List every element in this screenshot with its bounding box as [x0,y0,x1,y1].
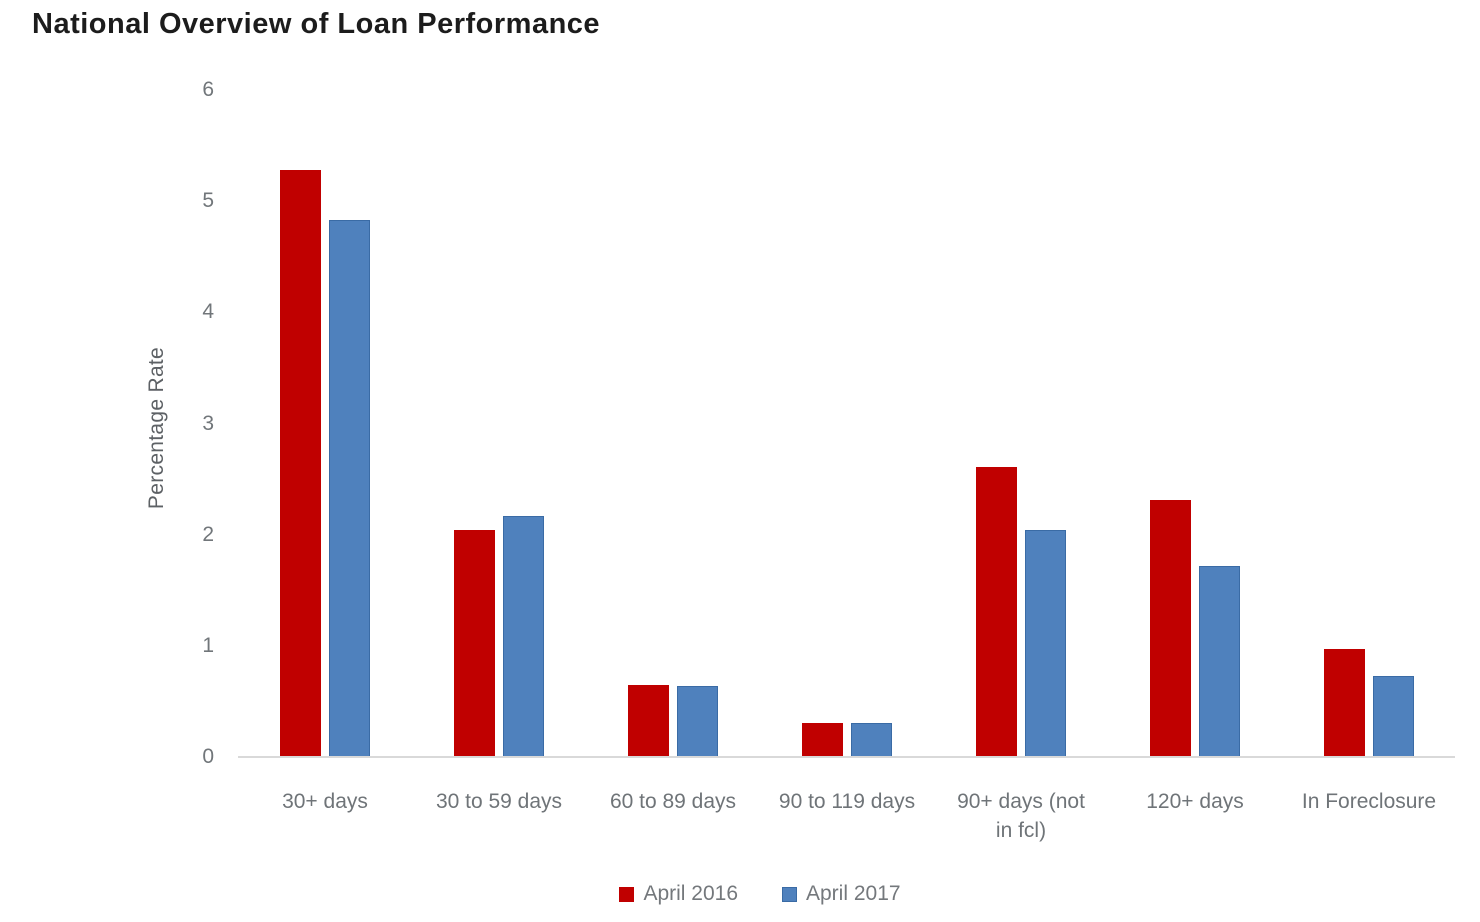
x-axis-category-label: 60 to 89 days [609,790,737,813]
bar-april-2016 [454,530,495,757]
bar-april-2017 [329,220,370,757]
x-axis-category-label: 30+ days [282,790,368,813]
bar-april-2016 [280,170,321,757]
x-axis-category-label: In Foreclosure [1301,790,1437,813]
bar-april-2016 [976,466,1017,757]
legend-label-april-2016: April 2016 [643,882,738,905]
bar-april-2017 [1199,565,1240,757]
y-axis-tick-label: 2 [202,522,214,546]
legend-item-april-2017: April 2017 [782,882,901,906]
bar-april-2016 [1150,500,1191,757]
x-axis-category-label: 90+ days (not in fcl) [957,790,1085,843]
y-axis-tick-label: 1 [202,633,214,657]
x-axis-category-label: 90 to 119 days [778,790,916,813]
y-axis-tick-label: 4 [202,300,214,324]
chart-title: National Overview of Loan Performance [32,8,601,40]
bar-april-2017 [503,515,544,757]
bar-april-2017 [1025,530,1066,757]
y-axis-tick-label: 5 [202,189,214,213]
x-axis-category-label: 30 to 59 days [435,790,563,813]
bar-april-2017 [1373,675,1414,757]
legend-item-april-2016: April 2016 [619,882,738,906]
bar-april-2016 [1324,649,1365,757]
y-axis-tick-label: 3 [202,411,214,435]
legend: April 2016 April 2017 [0,882,1480,906]
y-axis-tick-label: 6 [202,78,214,101]
bar-april-2017 [677,685,718,757]
legend-marker-april-2016 [619,886,635,902]
legend-marker-april-2017 [782,886,797,902]
y-axis-tick-label: 0 [202,745,214,768]
x-axis-line [238,756,1455,758]
bar-april-2016 [802,722,843,757]
x-axis-category-label: 120+ days [1146,790,1244,813]
bar-april-2016 [628,684,669,757]
bar-april-2017 [851,722,892,757]
legend-label-april-2017: April 2017 [806,882,901,905]
